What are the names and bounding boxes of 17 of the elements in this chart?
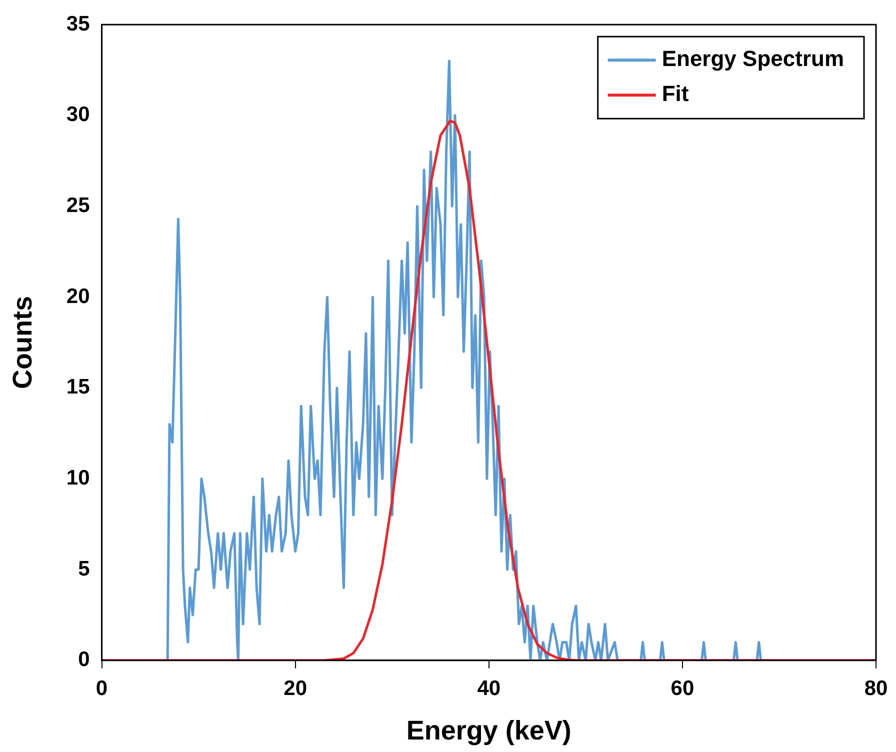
- y-tick-label: 30: [66, 103, 90, 126]
- y-tick-label: 20: [66, 284, 90, 308]
- y-axis-title: Counts: [8, 296, 38, 389]
- x-tick-label: 20: [284, 676, 307, 700]
- x-tick-label: 80: [864, 676, 888, 700]
- x-tick-label: 60: [670, 676, 694, 700]
- y-tick-label: 0: [78, 648, 90, 672]
- x-axis-title: Energy (keV): [406, 715, 572, 746]
- legend-label: Energy Spectrum: [662, 46, 844, 72]
- y-tick-label: 35: [66, 12, 90, 36]
- y-tick-label: 25: [66, 194, 90, 218]
- y-tick-label: 15: [66, 376, 90, 399]
- y-tick-label: 5: [78, 557, 90, 580]
- x-tick-label: 0: [96, 676, 108, 700]
- x-tick-label: 40: [477, 676, 501, 700]
- y-tick-label: 10: [66, 466, 90, 490]
- legend-label: Fit: [662, 81, 690, 106]
